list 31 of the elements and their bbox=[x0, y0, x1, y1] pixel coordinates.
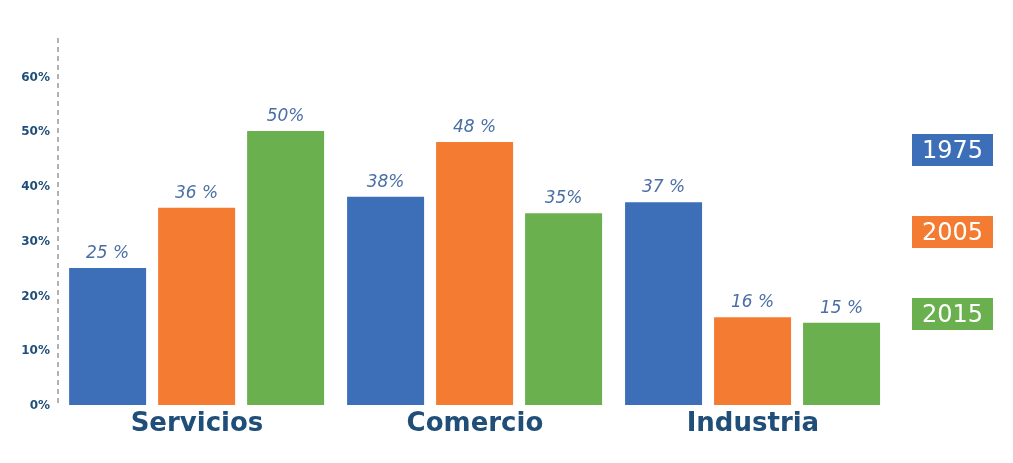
bar bbox=[158, 207, 236, 405]
data-label: 15 % bbox=[819, 296, 864, 317]
text: 2005 bbox=[911, 215, 993, 248]
y-tick-label: 60% bbox=[21, 69, 50, 84]
bar bbox=[525, 213, 603, 405]
data-label: 36 % bbox=[175, 181, 219, 202]
bar bbox=[347, 196, 425, 405]
bar bbox=[436, 142, 514, 405]
y-tick-label: 30% bbox=[21, 233, 50, 248]
data-label: 25 % bbox=[86, 242, 130, 263]
bar bbox=[69, 268, 147, 405]
data-label: 38% bbox=[366, 170, 405, 191]
x-tick-label: Comercio bbox=[406, 407, 544, 438]
text: 1975 bbox=[911, 133, 993, 166]
bar bbox=[803, 322, 881, 405]
y-tick-label: 0% bbox=[29, 398, 50, 413]
data-label: 50% bbox=[266, 105, 305, 126]
data-label: 16 % bbox=[730, 291, 775, 312]
data-label: 48 % bbox=[452, 116, 497, 137]
series-label: 2015 bbox=[911, 297, 993, 330]
bar bbox=[247, 131, 325, 405]
data-label: 37 % bbox=[641, 176, 686, 197]
data-label: 35% bbox=[544, 187, 583, 208]
bar bbox=[625, 202, 703, 405]
y-tick-label: 10% bbox=[21, 343, 50, 358]
y-tick-label: 20% bbox=[21, 288, 50, 303]
x-tick-label: Industria bbox=[686, 407, 820, 438]
bar bbox=[714, 317, 792, 405]
x-tick-label: Servicios bbox=[130, 407, 264, 438]
y-tick-label: 50% bbox=[21, 124, 50, 139]
y-tick-label: 40% bbox=[21, 179, 50, 194]
